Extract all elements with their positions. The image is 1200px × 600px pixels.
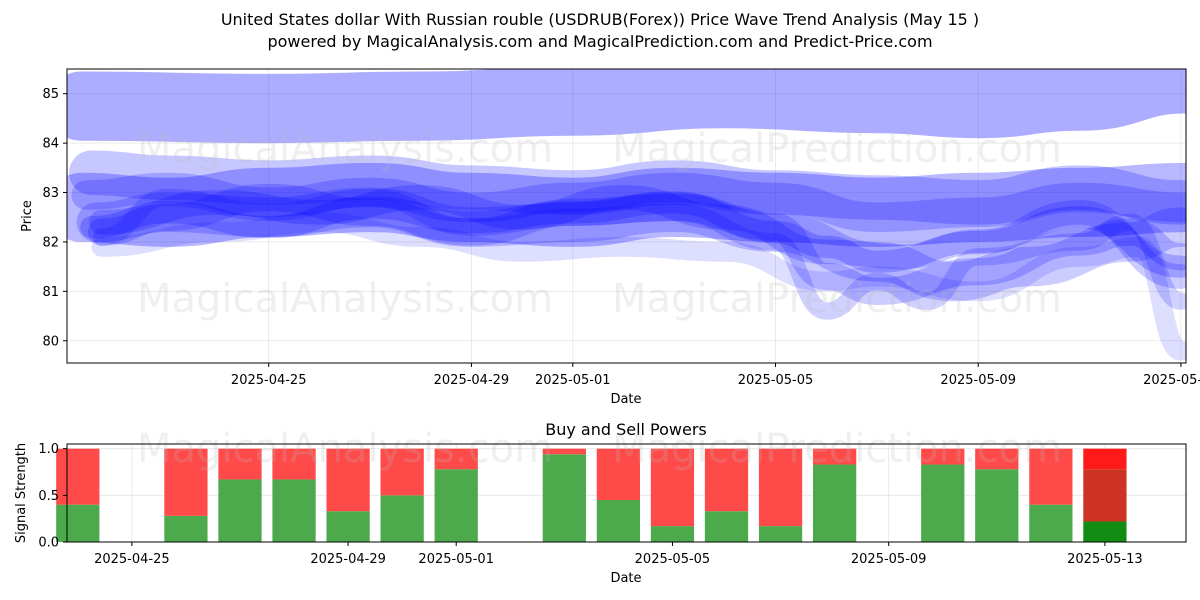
top-xtick-label-5: 2025-05-13 xyxy=(1143,373,1200,388)
top-ytick-label-0: 80 xyxy=(42,334,59,349)
buy-bar-2025-04-30 xyxy=(380,495,424,542)
sell-bar-2025-05-06 xyxy=(704,448,749,512)
sell-bar-2025-04-27 xyxy=(218,448,262,480)
buy-bar-2025-05-01 xyxy=(434,469,478,542)
bottom-y-axis-label: Signal Strength xyxy=(14,443,29,543)
top-x-ticks: 2025-04-25 2025-04-29 2025-05-01 2025-05-05… xyxy=(231,363,1200,388)
signal-bars xyxy=(56,448,1127,542)
top-xtick-label-4: 2025-05-09 xyxy=(940,373,1016,388)
top-y-ticks: 80 81 82 83 84 85 xyxy=(42,87,67,349)
wave-band-wave-top xyxy=(67,69,1186,144)
watermark-prediction-bottom: MagicalPrediction.com xyxy=(612,426,1062,472)
buy-bar-2025-05-05 xyxy=(650,526,695,542)
top-grid xyxy=(67,69,1186,363)
top-ytick-label-3: 83 xyxy=(42,186,59,201)
buy-bar-2025-05-06 xyxy=(704,511,749,542)
chart-subtitle: powered by MagicalAnalysis.com and Magic… xyxy=(267,32,932,51)
sell-bar-2025-05-07 xyxy=(758,448,803,527)
wave-band-wave-h xyxy=(71,172,1186,232)
bottom-xtick-label-1: 2025-04-29 xyxy=(310,552,386,567)
watermark-analysis-bottom: MagicalAnalysis.com xyxy=(137,426,553,472)
top-ytick-label-5: 85 xyxy=(42,87,59,102)
top-xtick-label-1: 2025-04-29 xyxy=(434,373,510,388)
sell-bar-2025-04-26 xyxy=(164,448,208,516)
top-ytick-label-4: 84 xyxy=(42,137,59,152)
sell-bar-2025-04-24 xyxy=(56,448,100,505)
top-xtick-label-3: 2025-05-05 xyxy=(738,373,814,388)
bottom-x-ticks: 2025-04-25 2025-04-29 2025-05-01 2025-05-05… xyxy=(94,542,1143,567)
wave-band-wave-c xyxy=(76,187,1186,302)
top-axes-frame xyxy=(66,68,1187,364)
bottom-xtick-label-2: 2025-05-01 xyxy=(418,552,494,567)
sell-bar-2025-05-01 xyxy=(434,448,478,470)
buy-bar-2025-05-03 xyxy=(542,454,586,542)
buy-bar-2025-05-11 xyxy=(975,469,1019,542)
top-xtick-label-0: 2025-04-25 xyxy=(231,373,307,388)
sell-bar-2025-05-11 xyxy=(975,448,1019,470)
top-ytick-label-1: 81 xyxy=(42,285,59,300)
watermark-prediction-top: MagicalPrediction.com xyxy=(612,126,1062,172)
top-x-axis-label: Date xyxy=(610,392,641,407)
wave-band-wave-f xyxy=(91,212,1186,361)
sell-bar-2025-05-12 xyxy=(1029,448,1073,505)
overlap-bar-2025-05-13 xyxy=(1083,469,1127,522)
buy-bar-2025-04-29 xyxy=(326,511,370,542)
buy-bar-2025-04-24 xyxy=(56,504,100,542)
bottom-xtick-label-4: 2025-05-09 xyxy=(851,552,927,567)
buy-bar-2025-04-27 xyxy=(218,479,262,542)
sell-bar-2025-04-29 xyxy=(326,448,370,512)
sell-bar-2025-05-10 xyxy=(921,448,965,465)
buy-bar-2025-05-10 xyxy=(921,464,965,542)
sell-bar-2025-05-04 xyxy=(596,448,641,500)
price-wave-plot: MagicalAnalysis.com MagicalPrediction.co… xyxy=(20,68,1200,407)
wave-band-wave-g xyxy=(89,185,1186,289)
wave-bands xyxy=(67,69,1186,361)
bottom-y-ticks: 0.0 0.5 1.0 xyxy=(38,442,67,551)
bottom-ytick-label-1: 0.5 xyxy=(38,489,59,504)
top-y-axis-label: Price xyxy=(20,200,35,232)
watermark-analysis-mid: MagicalAnalysis.com xyxy=(137,276,553,322)
buy-bar-2025-04-26 xyxy=(164,515,208,542)
sell-bar-2025-05-08 xyxy=(813,448,857,465)
buy-bar-2025-05-12 xyxy=(1029,504,1073,542)
wave-band-wave-b xyxy=(69,150,1186,225)
bottom-ytick-label-2: 1.0 xyxy=(38,442,59,457)
bottom-chart-title: Buy and Sell Powers xyxy=(545,420,707,439)
wave-band-wave-d xyxy=(87,183,1186,305)
buy-sell-powers-plot: Buy and Sell Powers MagicalAnalysis.com … xyxy=(14,420,1187,586)
sell-bar-2025-05-05 xyxy=(650,448,695,527)
top-ytick-label-2: 82 xyxy=(42,235,59,250)
top-xtick-label-2: 2025-05-01 xyxy=(535,373,611,388)
sell-bar-2025-05-13 xyxy=(1083,448,1127,470)
chart-title: United States dollar With Russian rouble… xyxy=(221,10,979,29)
wave-band-wave-e xyxy=(92,188,1186,320)
buy-bar-2025-05-07 xyxy=(758,526,803,542)
watermark-prediction-mid: MagicalPrediction.com xyxy=(612,276,1062,322)
buy-bar-2025-05-04 xyxy=(596,500,641,542)
sell-bar-2025-04-30 xyxy=(380,448,424,496)
buy-bar-2025-05-08 xyxy=(813,464,857,542)
sell-bar-2025-04-28 xyxy=(272,448,316,480)
bottom-xtick-label-5: 2025-05-13 xyxy=(1067,552,1143,567)
watermark-analysis-top: MagicalAnalysis.com xyxy=(137,126,553,172)
bottom-xtick-label-0: 2025-04-25 xyxy=(94,552,170,567)
bottom-x-axis-label: Date xyxy=(610,571,641,586)
buy-bar-2025-05-13 xyxy=(1083,521,1127,542)
wave-band-wave-i xyxy=(80,191,1186,278)
buy-bar-2025-04-28 xyxy=(272,479,316,542)
wave-band-wave-a xyxy=(67,162,1186,247)
bottom-xtick-label-3: 2025-05-05 xyxy=(635,552,711,567)
bottom-axes-frame xyxy=(66,443,1187,543)
sell-bar-2025-05-03 xyxy=(542,448,586,455)
bottom-ytick-label-0: 0.0 xyxy=(38,536,59,551)
